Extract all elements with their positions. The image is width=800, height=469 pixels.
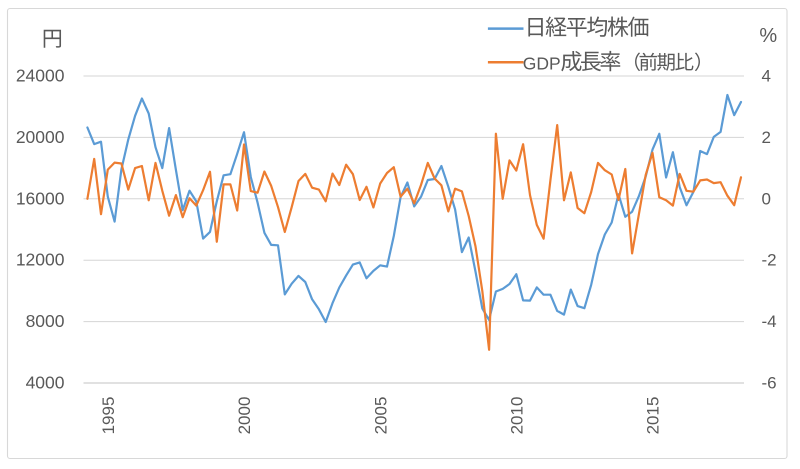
svg-text:2015: 2015 bbox=[644, 397, 663, 435]
svg-text:24000: 24000 bbox=[16, 66, 65, 86]
svg-text:12000: 12000 bbox=[16, 250, 65, 270]
svg-text:4000: 4000 bbox=[26, 373, 65, 393]
svg-text:2000: 2000 bbox=[235, 397, 254, 435]
svg-text:-4: -4 bbox=[762, 312, 777, 331]
svg-text:2010: 2010 bbox=[508, 397, 527, 435]
svg-text:-2: -2 bbox=[762, 251, 777, 270]
svg-text:0: 0 bbox=[762, 189, 771, 208]
svg-text:8000: 8000 bbox=[26, 311, 65, 331]
svg-text:GDP: GDP bbox=[523, 54, 561, 74]
svg-text:20000: 20000 bbox=[16, 127, 65, 147]
svg-text:-6: -6 bbox=[762, 374, 777, 393]
svg-text:16000: 16000 bbox=[16, 188, 65, 208]
svg-text:2: 2 bbox=[762, 128, 771, 147]
svg-text:4: 4 bbox=[762, 67, 771, 86]
svg-text:%: % bbox=[759, 25, 777, 47]
svg-text:2005: 2005 bbox=[371, 397, 390, 435]
svg-text:1995: 1995 bbox=[99, 397, 118, 435]
